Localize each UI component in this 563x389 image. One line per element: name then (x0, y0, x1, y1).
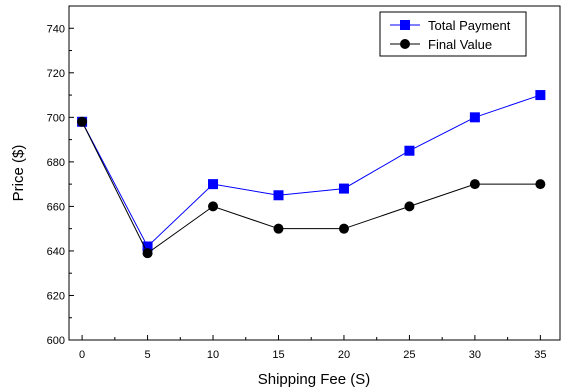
y-tick-label: 600 (47, 335, 65, 347)
y-axis-title: Price ($) (10, 145, 27, 202)
x-tick-label: 25 (403, 349, 415, 361)
data-point-total-payment (208, 179, 219, 190)
series-line-final-value (81, 121, 541, 254)
legend-label-total-payment: Total Payment (428, 18, 511, 33)
data-point-total-payment (404, 145, 415, 156)
y-tick-label: 720 (47, 68, 65, 80)
legend-label-final-value: Final Value (428, 37, 492, 52)
legend-marker-final-value (400, 39, 410, 49)
y-tick-label: 680 (47, 157, 65, 169)
y-tick-label: 640 (47, 246, 65, 258)
x-tick-label: 35 (534, 349, 546, 361)
plot-frame (68, 5, 561, 341)
data-point-final-value (208, 201, 219, 212)
data-point-final-value (142, 248, 153, 259)
data-point-final-value (273, 223, 284, 234)
x-tick-label: 30 (469, 349, 481, 361)
y-tick-label: 740 (47, 23, 65, 35)
y-tick-label: 700 (47, 112, 65, 124)
x-axis-title: Shipping Fee (S) (258, 371, 371, 388)
data-point-final-value (338, 223, 349, 234)
data-point-final-value (404, 201, 415, 212)
series-line-total-payment (81, 94, 541, 248)
y-tick-label: 620 (47, 290, 65, 302)
data-point-final-value (469, 179, 480, 190)
data-point-total-payment (142, 241, 153, 252)
data-point-final-value (77, 116, 88, 127)
data-point-total-payment (338, 183, 349, 194)
y-tick-label: 660 (47, 201, 65, 213)
data-point-final-value (535, 179, 546, 190)
x-tick-label: 20 (338, 349, 350, 361)
legend: Total Payment Final Value (379, 11, 527, 57)
x-tick-label: 15 (272, 349, 284, 361)
legend-marker-total-payment (400, 20, 410, 30)
axes: 0 5 10 15 20 25 30 35 600 620 640 660 680 700 720 740 (47, 5, 546, 361)
data-point-total-payment (535, 90, 546, 101)
data-point-total-payment (469, 112, 480, 123)
x-tick-label: 0 (79, 349, 85, 361)
x-tick-label: 5 (144, 349, 150, 361)
series-layer (77, 90, 546, 259)
x-tick-label: 10 (207, 349, 219, 361)
data-point-total-payment (273, 190, 284, 201)
